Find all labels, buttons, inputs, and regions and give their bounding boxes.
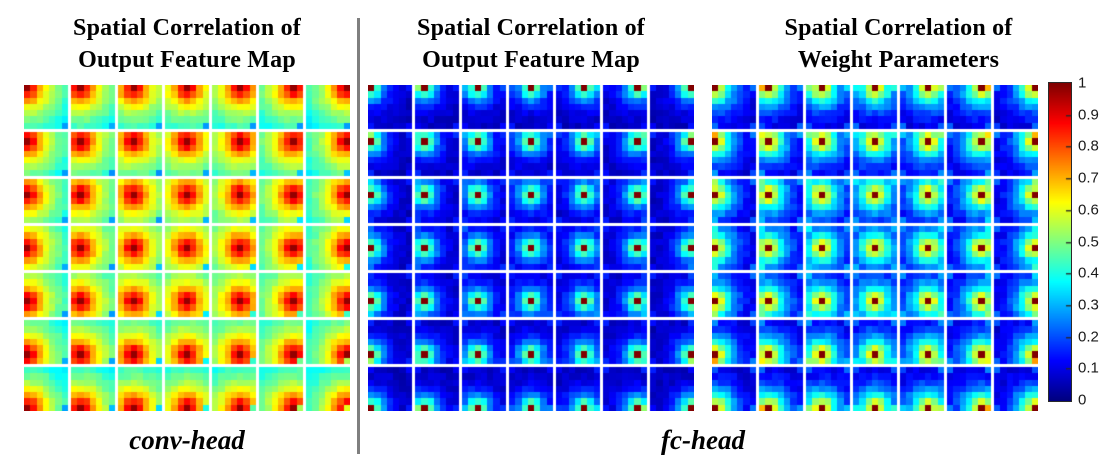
colorbar-tick-label: 1 [1078, 74, 1087, 92]
panel-title-line2: Weight Parameters [797, 47, 1000, 73]
panel-title-line1: Spatial Correlation of [784, 15, 1013, 41]
colorbar-tick-label: 0.2 [1078, 328, 1099, 346]
colorbar-tick-label: 0.6 [1078, 201, 1099, 219]
conv-output-heatmap [24, 85, 350, 411]
colorbar-tick-label: 0 [1078, 391, 1087, 409]
panel-title-line1: Spatial Correlation of [73, 15, 301, 41]
colorbar-tick-label: 0.9 [1078, 106, 1099, 124]
panel-title-fc-weights: Spatial Correlation of Weight Parameters [712, 12, 1085, 76]
colorbar-tick-label: 0.4 [1078, 264, 1099, 282]
colorbar-tick-label: 0.3 [1078, 296, 1099, 314]
colorbar: 1 0.9 0.8 0.7 0.6 0.5 0.4 0.3 0.2 0.1 0 [1048, 75, 1099, 409]
colorbar-tick-label: 0.1 [1078, 359, 1099, 377]
fc-output-heatmap [368, 85, 694, 411]
group-label-conv-head: conv-head [129, 425, 245, 455]
group-label-fc-head: fc-head [661, 425, 745, 455]
panel-title-line2: Output Feature Map [422, 47, 640, 73]
panel-title-line1: Spatial Correlation of [417, 15, 645, 41]
colorbar-tick-label: 0.5 [1078, 233, 1099, 250]
panel-fc-output: Spatial Correlation of Output Feature Ma… [368, 0, 694, 474]
colorbar-tick-label: 0.7 [1078, 169, 1099, 187]
panel-title-fc-output: Spatial Correlation of Output Feature Ma… [368, 12, 694, 76]
colorbar-tick-label: 0.8 [1078, 137, 1099, 155]
panel-conv-output: Spatial Correlation of Output Feature Ma… [24, 0, 350, 474]
colorbar-gradient [1048, 82, 1072, 402]
panel-title-line2: Output Feature Map [78, 47, 296, 73]
section-divider-line [357, 18, 360, 454]
panel-title-conv-output: Spatial Correlation of Output Feature Ma… [24, 12, 350, 76]
fc-weights-heatmap [712, 85, 1038, 411]
panel-fc-weights: Spatial Correlation of Weight Parameters [712, 0, 1038, 474]
